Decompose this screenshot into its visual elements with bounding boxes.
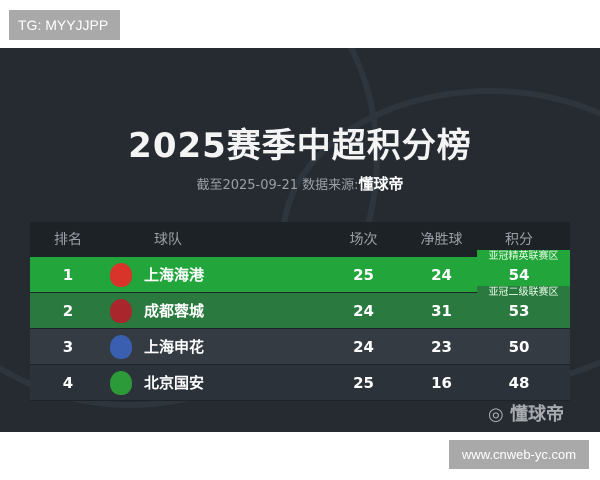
brand-watermark-text: 懂球帝 [509, 404, 564, 425]
standings-table: 排名 球队 场次 净胜球 积分 1 上海海港 25 24 54 亚冠精英联赛区 2 … [30, 222, 570, 401]
team-cell: 上海海港 [106, 262, 323, 287]
played: 25 [353, 373, 374, 392]
header-goal-diff: 净胜球 [420, 232, 463, 248]
points: 48 [508, 373, 530, 392]
team-logo-icon [110, 298, 132, 323]
header-points: 积分 [505, 232, 533, 248]
goal-diff: 31 [431, 301, 452, 320]
table-row[interactable]: 4 北京国安 25 16 48 [30, 365, 570, 401]
goal-diff: 24 [431, 265, 452, 284]
subtitle: 截至2025-09-21 数据来源:懂球帝 [0, 173, 600, 194]
zone-badge: 亚冠精英联赛区 [477, 250, 570, 264]
header-rank: 排名 [54, 232, 82, 248]
points: 50 [508, 337, 530, 356]
team-name: 上海申花 [144, 338, 205, 356]
zone-badge: 亚冠二级联赛区 [477, 286, 570, 300]
played: 24 [353, 337, 374, 356]
rank: 1 [62, 265, 74, 284]
brand-watermark: ◎ 懂球帝 [488, 404, 564, 425]
team-cell: 成都蓉城 [106, 298, 323, 323]
points: 54 [508, 265, 530, 284]
team-name: 上海海港 [144, 266, 205, 284]
site-watermark: www.cnweb-yc.com [449, 440, 589, 469]
page-title: 2025赛季中超积分榜 [128, 126, 472, 166]
played: 24 [353, 301, 374, 320]
source-name: 懂球帝 [358, 175, 404, 193]
team-logo-icon [110, 262, 132, 287]
team-name: 北京国安 [144, 374, 205, 392]
header-team: 球队 [154, 232, 182, 248]
tg-watermark: TG: MYYJJPP [9, 10, 120, 40]
rank: 4 [62, 373, 74, 392]
team-cell: 上海申花 [106, 334, 323, 359]
team-logo-icon [110, 334, 132, 359]
table-row[interactable]: 3 上海申花 24 23 50 [30, 329, 570, 365]
goal-diff: 23 [431, 337, 452, 356]
played: 25 [353, 265, 374, 284]
goal-diff: 16 [431, 373, 452, 392]
team-cell: 北京国安 [106, 370, 323, 395]
table-row[interactable]: 2 成都蓉城 24 31 53 亚冠二级联赛区 [30, 286, 570, 329]
points: 53 [508, 301, 530, 320]
team-logo-icon [110, 370, 132, 395]
standings-panel: 2025赛季中超积分榜 截至2025-09-21 数据来源:懂球帝 排名 球队 … [0, 48, 600, 432]
date-source-label: 截至2025-09-21 数据来源: [196, 178, 359, 193]
header-played: 场次 [349, 232, 378, 248]
team-name: 成都蓉城 [144, 302, 205, 320]
rank: 2 [62, 301, 74, 320]
rank: 3 [62, 337, 74, 356]
